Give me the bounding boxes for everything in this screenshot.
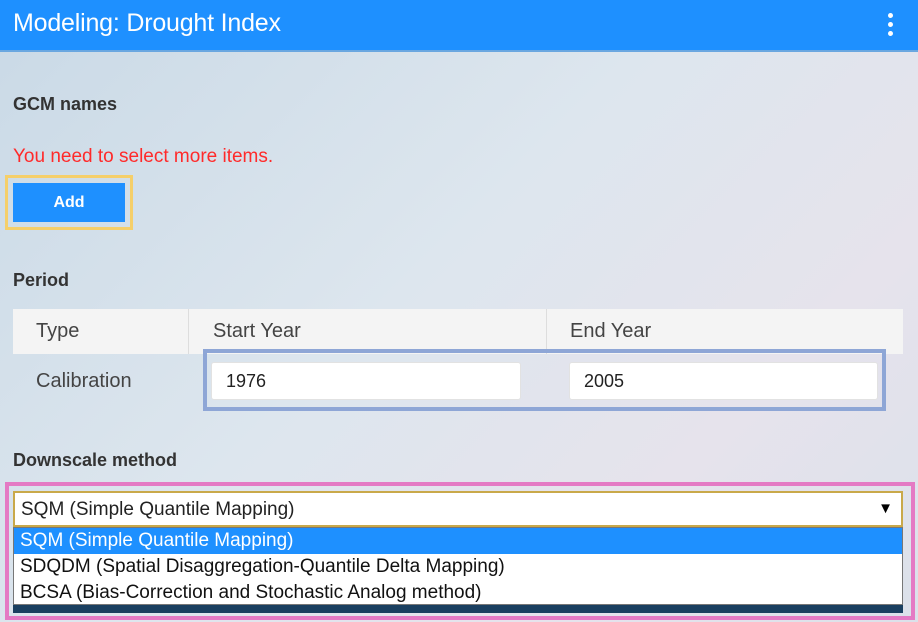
underlying-panel-strip <box>13 605 903 613</box>
dropdown-arrow-icon: ▼ <box>878 500 893 517</box>
validation-error: You need to select more items. <box>13 146 274 167</box>
column-header-end-year: End Year <box>570 320 652 342</box>
option-sdqdm[interactable]: SDQDM (Spatial Disaggregation-Quantile D… <box>20 556 505 577</box>
period-table: Type Start Year End Year Calibration <box>13 309 903 409</box>
add-button-highlight: Add <box>5 175 133 230</box>
year-inputs-highlight <box>203 349 886 411</box>
add-button[interactable]: Add <box>13 183 125 222</box>
kebab-menu-icon[interactable] <box>884 13 896 37</box>
option-sqm[interactable]: SQM (Simple Quantile Mapping) <box>14 528 902 554</box>
table-header-row: Type Start Year End Year <box>13 309 903 354</box>
row-type-calibration: Calibration <box>36 370 132 392</box>
end-year-input[interactable] <box>569 362 878 400</box>
period-label: Period <box>13 270 70 290</box>
downscale-method-select[interactable]: SQM (Simple Quantile Mapping) ▼ <box>13 491 903 527</box>
column-header-start-year: Start Year <box>213 320 301 342</box>
start-year-input[interactable] <box>211 362 521 400</box>
gcm-names-label: GCM names <box>13 94 118 114</box>
select-current-value: SQM (Simple Quantile Mapping) <box>21 499 295 520</box>
downscale-options-list: SQM (Simple Quantile Mapping) SDQDM (Spa… <box>13 527 903 605</box>
option-bcsa[interactable]: BCSA (Bias-Correction and Stochastic Ana… <box>20 582 482 603</box>
downscale-select-highlight <box>5 482 915 620</box>
app-header: Modeling: Drought Index <box>0 0 918 52</box>
page-title: Modeling: Drought Index <box>13 9 281 37</box>
column-header-type: Type <box>36 320 80 342</box>
downscale-method-label: Downscale method <box>13 450 178 470</box>
